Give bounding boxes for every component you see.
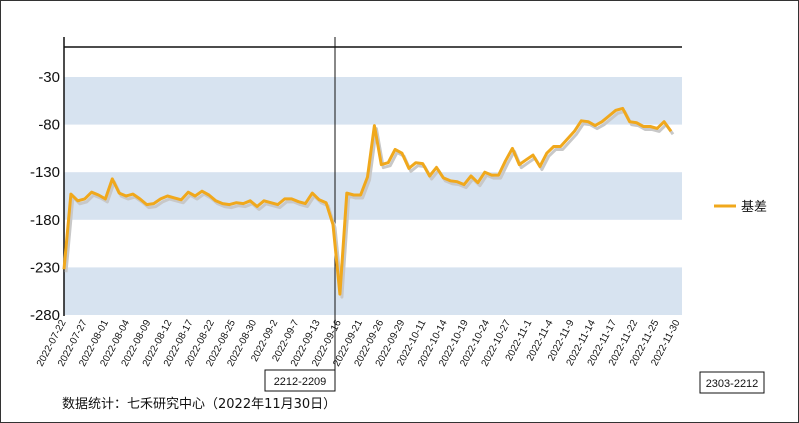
y-tick-label: -230: [30, 259, 60, 276]
contract-label-left: 2212-2209: [274, 376, 327, 388]
y-tick-label: -130: [30, 164, 60, 181]
contract-label-box-left: 2212-2209: [265, 370, 335, 391]
background-band: [64, 267, 682, 315]
background-band: [64, 77, 682, 125]
y-tick-label: -280: [30, 307, 60, 324]
y-tick-label: -30: [38, 69, 60, 86]
legend-label: 基差: [741, 200, 767, 215]
contract-label-right: 2303-2212: [706, 378, 759, 390]
y-tick-label: -80: [38, 117, 60, 134]
background-band: [64, 172, 682, 220]
data-source-note: 数据统计：七禾研究中心（2022年11月30日）: [62, 397, 336, 412]
background-bands: [64, 77, 682, 315]
contract-label-box-right: 2303-2212: [700, 372, 764, 393]
legend: 基差: [714, 200, 767, 215]
x-tick-labels: 2022-07-222022-07-272022-08-012022-08-04…: [35, 318, 683, 369]
y-tick-label: -180: [30, 212, 60, 229]
y-tick-labels: -30 -80 -130 -180 -230 -280: [30, 69, 60, 324]
